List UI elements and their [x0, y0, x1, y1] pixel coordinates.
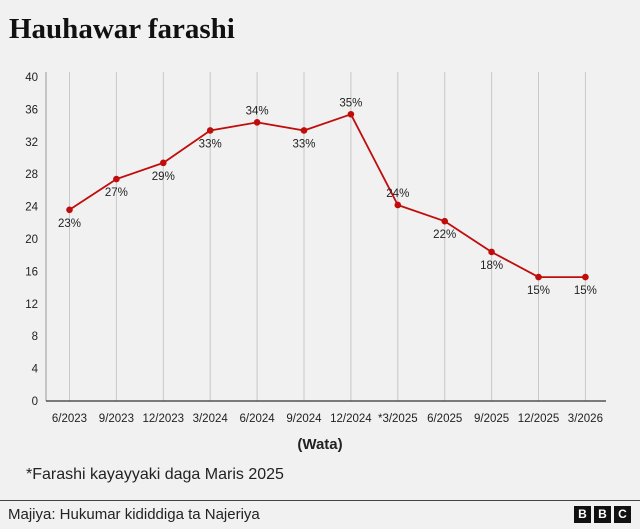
- bbc-logo-letter: C: [614, 506, 631, 523]
- x-tick-label: 12/2024: [330, 413, 372, 425]
- data-label: 29%: [152, 171, 175, 183]
- y-tick-label: 12: [25, 299, 38, 311]
- x-tick-label: 9/2024: [286, 413, 322, 425]
- y-tick-label: 36: [25, 104, 38, 116]
- data-label: 33%: [292, 138, 315, 150]
- x-tick-label: 6/2024: [240, 413, 276, 425]
- data-point: [160, 159, 167, 167]
- data-point: [347, 110, 355, 118]
- y-tick-label: 28: [25, 169, 38, 181]
- data-label: 34%: [246, 105, 269, 117]
- data-label: 24%: [386, 188, 409, 200]
- x-axis-title: (Wata): [297, 436, 342, 453]
- x-tick-label: 3/2026: [568, 413, 603, 425]
- x-tick-label: 6/2025: [427, 413, 462, 425]
- data-label: 22%: [433, 229, 456, 241]
- footnote: *Farashi kayayyaki daga Maris 2025: [26, 466, 284, 483]
- x-tick-label: 9/2023: [99, 413, 134, 425]
- data-point: [582, 273, 589, 281]
- y-tick-label: 32: [25, 137, 38, 149]
- data-label: 18%: [480, 260, 503, 272]
- bbc-logo: B B C: [574, 506, 631, 523]
- data-point: [394, 201, 402, 209]
- y-tick-label: 16: [25, 266, 38, 278]
- y-tick-label: 0: [32, 396, 38, 408]
- data-label: 23%: [58, 218, 81, 230]
- data-point: [113, 175, 120, 183]
- chart-title: Hauhawar farashi: [9, 13, 235, 45]
- bbc-logo-letter: B: [594, 506, 611, 523]
- footer-divider: [0, 500, 640, 501]
- x-tick-label: *3/2025: [378, 413, 418, 425]
- x-tick-label: 6/2023: [52, 413, 87, 425]
- data-point: [66, 206, 73, 214]
- x-tick-label: 12/2023: [143, 413, 185, 425]
- data-point: [441, 217, 449, 225]
- y-tick-label: 20: [25, 234, 38, 246]
- data-label: 35%: [339, 97, 362, 109]
- data-point: [488, 248, 495, 256]
- data-point: [253, 119, 261, 126]
- bbc-logo-letter: B: [574, 506, 591, 523]
- data-point: [206, 127, 214, 134]
- x-tick-label: 9/2025: [474, 413, 509, 425]
- data-label: 15%: [527, 285, 550, 297]
- x-tick-label: 12/2025: [518, 413, 560, 425]
- y-tick-label: 40: [25, 72, 38, 84]
- data-point: [535, 273, 542, 281]
- y-tick-label: 8: [32, 331, 38, 343]
- data-label: 33%: [199, 138, 222, 150]
- data-label: 27%: [105, 187, 128, 199]
- y-tick-label: 24: [25, 202, 38, 214]
- line-chart: 0 4 8 12 16 20 24 28 32 36 40 6/2023 9/2023 12/2023 3/…: [25, 72, 606, 453]
- y-tick-label: 4: [32, 364, 39, 376]
- data-label: 15%: [574, 285, 597, 297]
- series-line: [69, 113, 586, 279]
- source-note: Majiya: Hukumar kididdiga ta Najeriya: [8, 506, 260, 523]
- data-point: [300, 127, 308, 134]
- x-tick-label: 3/2024: [193, 413, 229, 425]
